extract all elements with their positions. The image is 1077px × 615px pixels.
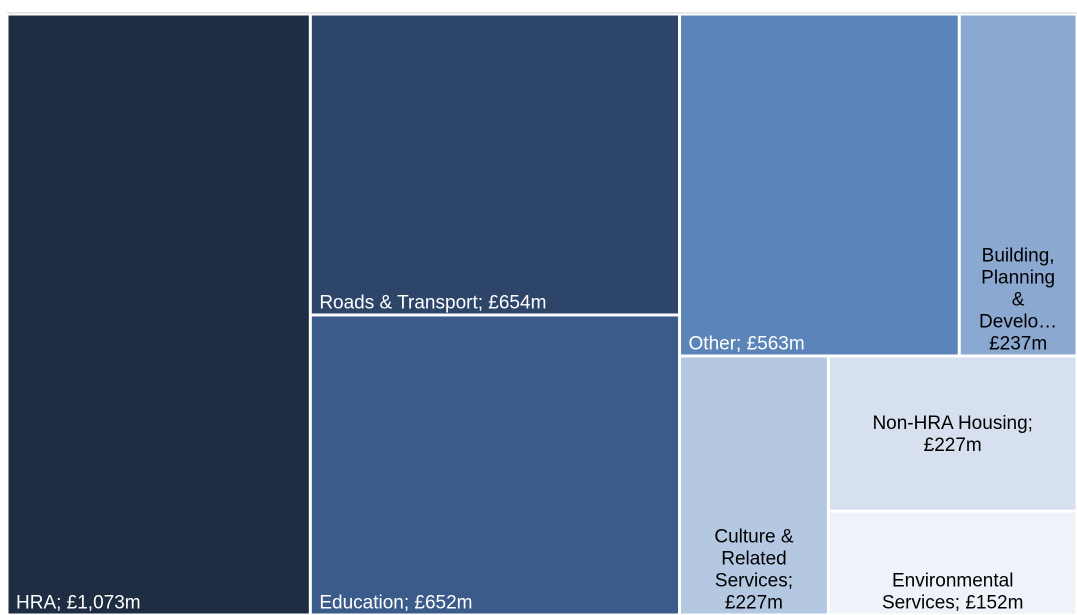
treemap-cell — [8, 15, 309, 614]
cell-label: Services; — [715, 571, 793, 592]
cell-label: Culture & — [714, 527, 794, 548]
cell-label: HRA; £1,073m — [16, 593, 141, 614]
cell-label: Planning — [981, 268, 1055, 289]
treemap-cell — [681, 15, 958, 355]
cell-label: £237m — [989, 334, 1047, 355]
cell-label: Other; £563m — [689, 334, 805, 355]
cell-label: £227m — [924, 435, 982, 456]
cell-label: Education; £652m — [319, 593, 472, 614]
treemap-cell — [829, 357, 1076, 510]
cell-label: Building, — [982, 246, 1055, 267]
cell-label: & — [1012, 290, 1025, 311]
cell-label: Environmental — [892, 571, 1013, 592]
cell-label: £227m — [725, 593, 783, 614]
cell-label: Develo… — [979, 312, 1057, 333]
cell-label: Roads & Transport; £654m — [319, 293, 546, 314]
cell-label: Non-HRA Housing; — [872, 413, 1033, 434]
cell-label: Related — [721, 549, 787, 570]
cell-label: Services; £152m — [882, 593, 1024, 614]
treemap-cell — [681, 357, 827, 614]
treemap-cell — [311, 316, 679, 614]
treemap-cell — [829, 512, 1076, 614]
treemap-cell — [960, 15, 1076, 355]
treemap-cell — [311, 15, 679, 314]
